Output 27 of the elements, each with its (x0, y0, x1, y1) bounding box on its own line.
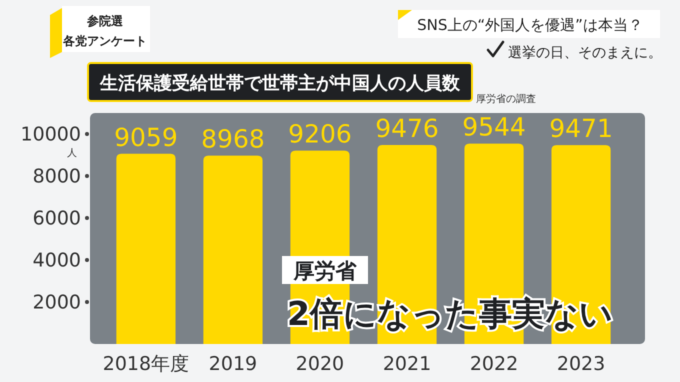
y-tick-label: 6000 (32, 208, 81, 230)
data-label: 9476 (375, 114, 439, 144)
x-tick-label: 2023 (556, 353, 606, 375)
text: 選挙の日、そのまえに。 (508, 45, 662, 61)
x-tick-label: 2019 (208, 353, 258, 375)
y-tick-label: 2000 (32, 292, 81, 314)
text: 各党アンケート (62, 34, 147, 48)
y-tick-label: 8000 (32, 166, 81, 188)
data-label: 9471 (549, 114, 613, 144)
chart-title: 生活保護受給世帯で世帯主が中国人の人員数 (99, 73, 461, 94)
text: 厚労省の調査 (476, 93, 536, 105)
x-tick-label: 2021 (382, 353, 432, 375)
text: 参院選 (86, 14, 124, 28)
y-tick-label: 4000 (32, 250, 81, 272)
x-tick-label: 2020 (296, 353, 344, 375)
y-axis-title: 人 (67, 148, 77, 159)
text: SNS上の“外国人を優遇”は本当？ (417, 16, 643, 34)
data-label: 8968 (201, 124, 265, 154)
data-label: 9544 (462, 112, 526, 142)
data-label: 9206 (288, 120, 352, 149)
x-tick-label: 2018年度 (102, 353, 190, 375)
y-tick-label: 10000 (20, 124, 81, 146)
bar (203, 156, 263, 344)
data-label: 9059 (114, 122, 178, 152)
x-tick-label: 2022 (470, 353, 518, 375)
annotation: 厚労省 (292, 259, 358, 283)
bar (116, 154, 176, 344)
